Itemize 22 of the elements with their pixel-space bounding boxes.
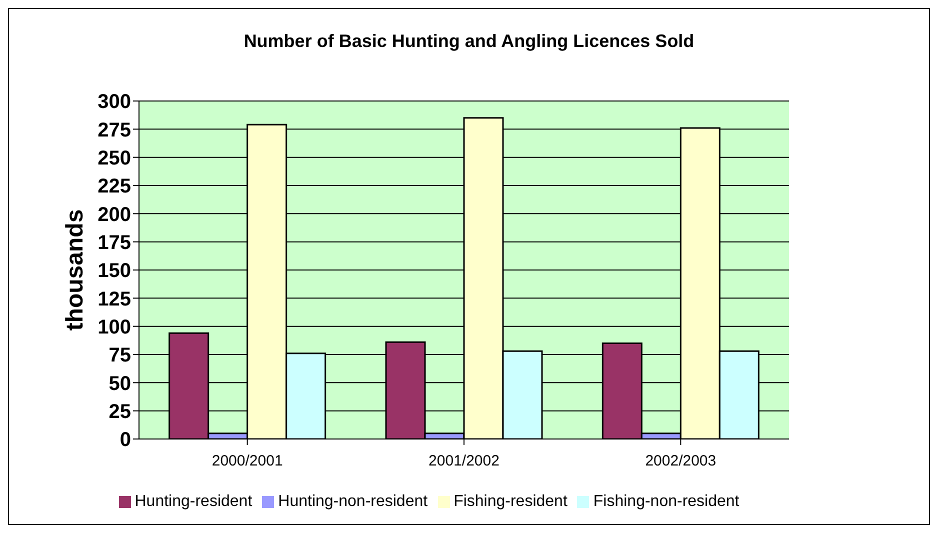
legend-label: Hunting-non-resident (278, 493, 428, 510)
x-tick-label: 2001/2002 (428, 452, 500, 470)
legend-label: Fishing-non-resident (593, 493, 740, 510)
legend-label: Hunting-resident (134, 493, 252, 510)
y-tick-label: 125 (98, 288, 131, 310)
y-axis-title: thousands (62, 209, 89, 331)
y-tick-label: 175 (98, 232, 131, 254)
y-tick-label: 300 (98, 91, 131, 114)
y-tick-label: 200 (98, 204, 131, 226)
y-tick-label: 0 (120, 429, 131, 452)
y-tick-label: 25 (108, 400, 131, 423)
legend-label: Fishing-resident (454, 493, 568, 510)
x-tick-label: 2002/2003 (645, 452, 716, 470)
y-tick-label: 150 (98, 260, 131, 282)
y-tick-label: 50 (108, 372, 131, 395)
y-tick-label: 100 (98, 316, 131, 338)
y-tick-label: 225 (98, 176, 131, 198)
y-tick-label: 250 (98, 147, 131, 170)
x-tick-label: 2000/2001 (212, 452, 283, 470)
y-tick-label: 275 (98, 119, 131, 142)
chart-title: Number of Basic Hunting and Angling Licences Sold (242, 30, 696, 53)
y-tick-label: 75 (108, 344, 131, 367)
